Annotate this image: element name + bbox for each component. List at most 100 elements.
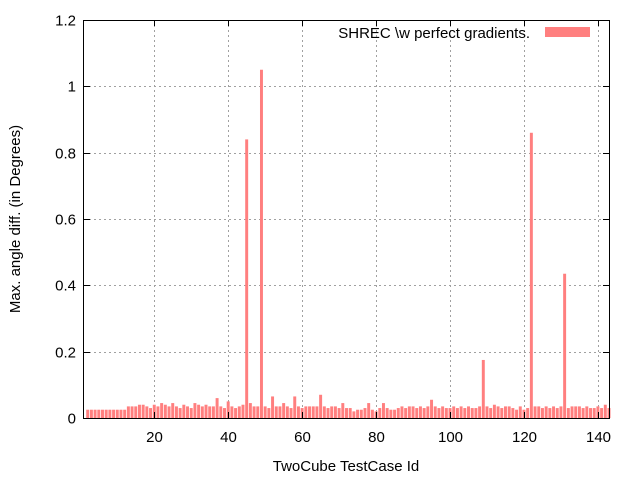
bar bbox=[211, 406, 215, 418]
bar bbox=[426, 406, 430, 418]
x-tick-label: 60 bbox=[294, 429, 311, 446]
bar bbox=[163, 404, 167, 418]
bar bbox=[311, 406, 315, 418]
bar bbox=[115, 409, 119, 418]
bar bbox=[178, 408, 182, 418]
y-tick-label: 0.4 bbox=[55, 278, 76, 295]
bar bbox=[596, 406, 600, 418]
x-tick-labels: 20 40 60 80 100 120 140 bbox=[146, 429, 611, 446]
bar bbox=[511, 408, 515, 418]
bar bbox=[555, 408, 559, 418]
bar bbox=[226, 401, 230, 418]
bar bbox=[322, 406, 326, 418]
bar bbox=[230, 406, 234, 418]
bar bbox=[381, 403, 385, 418]
x-tick-label: 120 bbox=[512, 429, 537, 446]
bar bbox=[308, 406, 312, 418]
bar bbox=[171, 403, 175, 418]
bar bbox=[378, 408, 382, 418]
bar bbox=[367, 403, 371, 418]
bar bbox=[570, 406, 574, 418]
bar bbox=[119, 409, 123, 418]
bar bbox=[515, 409, 519, 418]
bar bbox=[345, 408, 348, 418]
bar bbox=[223, 408, 226, 418]
bar bbox=[563, 273, 567, 418]
bar bbox=[500, 408, 504, 418]
bar bbox=[341, 403, 345, 418]
bar bbox=[533, 406, 537, 418]
bar bbox=[348, 408, 352, 418]
bar bbox=[581, 408, 585, 418]
bar bbox=[123, 409, 127, 418]
bar bbox=[130, 406, 134, 418]
bar bbox=[263, 406, 267, 418]
x-tick-label: 20 bbox=[146, 429, 163, 446]
bar bbox=[97, 409, 101, 418]
axis-ticks bbox=[84, 20, 609, 419]
bar bbox=[160, 403, 164, 418]
x-tick-label: 100 bbox=[438, 429, 463, 446]
bar bbox=[104, 409, 108, 418]
bar bbox=[304, 406, 308, 418]
x-axis-label: TwoCube TestCase Id bbox=[273, 458, 419, 475]
bar bbox=[126, 406, 130, 418]
bar bbox=[274, 406, 278, 418]
bar bbox=[430, 399, 434, 418]
bar bbox=[93, 409, 97, 418]
bar bbox=[167, 406, 171, 418]
bar bbox=[271, 396, 275, 418]
bar bbox=[455, 408, 459, 418]
bar bbox=[333, 406, 337, 418]
bar bbox=[529, 132, 533, 418]
bar bbox=[282, 403, 286, 418]
bar bbox=[411, 406, 415, 418]
bar bbox=[467, 406, 470, 418]
bar bbox=[574, 406, 578, 418]
bar bbox=[289, 408, 293, 418]
bar bbox=[481, 359, 485, 418]
bar bbox=[89, 409, 93, 418]
bar bbox=[156, 406, 160, 418]
bar bbox=[337, 408, 341, 418]
bar bbox=[208, 406, 212, 418]
x-tick-label: 40 bbox=[220, 429, 237, 446]
bar bbox=[363, 408, 367, 418]
bar bbox=[204, 404, 208, 418]
bar bbox=[603, 404, 607, 418]
bar bbox=[326, 408, 330, 418]
bar bbox=[552, 406, 556, 418]
bar bbox=[234, 408, 238, 418]
bar bbox=[526, 408, 530, 418]
bar bbox=[101, 409, 104, 418]
bar bbox=[592, 408, 596, 418]
bar bbox=[200, 406, 204, 418]
y-tick-label: 0.2 bbox=[55, 345, 76, 362]
bar bbox=[389, 409, 393, 418]
bar bbox=[252, 406, 256, 418]
bar bbox=[359, 409, 363, 418]
bar bbox=[463, 408, 467, 418]
bar bbox=[293, 396, 297, 418]
bar bbox=[489, 408, 493, 418]
bar bbox=[186, 406, 189, 418]
bar bbox=[149, 408, 153, 418]
bar bbox=[145, 406, 149, 418]
y-tick-labels: 0 0.2 0.4 0.6 0.8 1 1.2 bbox=[55, 13, 76, 428]
bar bbox=[470, 408, 474, 418]
bar bbox=[285, 406, 289, 418]
legend-label: SHREC \w perfect gradients. bbox=[338, 25, 530, 42]
bar bbox=[319, 394, 323, 418]
bar bbox=[559, 406, 563, 418]
bar bbox=[245, 139, 249, 418]
bar bbox=[518, 406, 522, 418]
bar bbox=[182, 404, 186, 418]
bar bbox=[267, 408, 271, 418]
bar bbox=[478, 406, 482, 418]
bar bbox=[137, 404, 141, 418]
bar bbox=[174, 406, 178, 418]
bar bbox=[237, 406, 241, 418]
y-tick-label: 0.6 bbox=[55, 212, 76, 229]
y-tick-label: 1.2 bbox=[55, 13, 76, 30]
bar bbox=[393, 409, 397, 418]
